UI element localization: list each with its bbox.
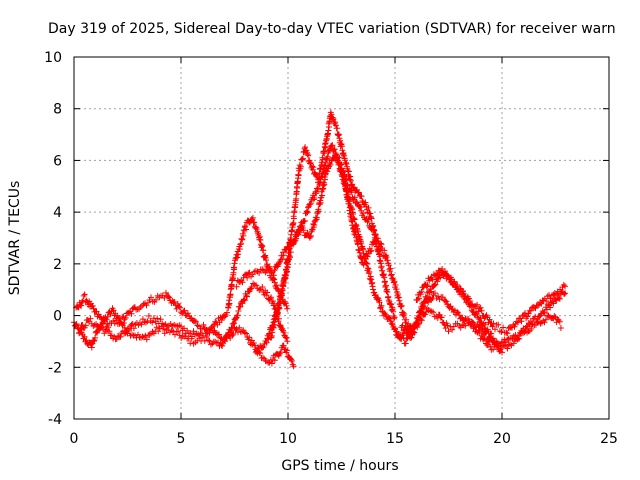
series-markers — [75, 214, 291, 343]
x-tick-label: 15 — [386, 431, 404, 447]
axis-ticks: 0 5 10 15 20 25 -4 -2 0 2 4 6 8 10 — [44, 50, 618, 447]
x-tick-label: 5 — [177, 431, 186, 447]
chart-title: Day 319 of 2025, Sidereal Day-to-day VTE… — [48, 21, 616, 37]
x-tick-label: 25 — [600, 431, 618, 447]
y-tick-label: -4 — [48, 412, 62, 428]
y-tick-label: 10 — [44, 50, 62, 66]
y-axis-label: SDTVAR / TECUs — [7, 181, 23, 296]
x-tick-label: 0 — [70, 431, 79, 447]
y-tick-label: 6 — [53, 153, 62, 169]
series-track-3 — [75, 214, 291, 343]
x-tick-label: 20 — [493, 431, 511, 447]
x-tick-label: 10 — [279, 431, 297, 447]
grid-lines — [74, 57, 609, 419]
y-tick-label: -2 — [48, 360, 62, 376]
series-track-10 — [413, 266, 568, 337]
y-tick-label: 4 — [53, 205, 62, 221]
series-track-9 — [398, 290, 564, 350]
series-markers — [413, 266, 568, 337]
y-tick-label: 0 — [53, 309, 62, 325]
data-series — [71, 109, 569, 370]
x-axis-label: GPS time / hours — [281, 458, 398, 474]
series-markers — [398, 290, 564, 350]
plot-area-frame — [73, 56, 610, 420]
y-tick-label: 8 — [53, 102, 62, 118]
y-tick-label: 2 — [53, 257, 62, 273]
